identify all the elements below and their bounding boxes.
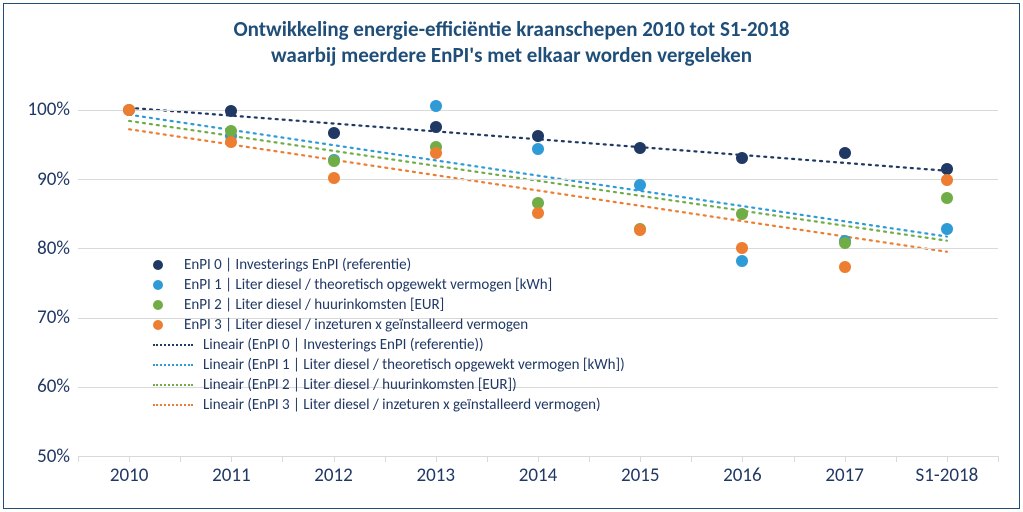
legend-label: Lineair (EnPI 2 | Liter diesel / huurink… <box>203 376 517 394</box>
data-point <box>225 136 237 148</box>
data-point <box>839 261 851 273</box>
x-tick-mark <box>538 456 539 462</box>
legend-label: Lineair (EnPI 0 | Investerings EnPI (ref… <box>203 336 484 354</box>
legend-item: EnPI 0 | Investerings EnPI (referentie) <box>153 255 625 275</box>
data-point <box>736 242 748 254</box>
x-tick-label: 2010 <box>79 464 179 487</box>
x-divider-tick <box>78 456 79 462</box>
y-tick-label: 80% <box>10 237 70 260</box>
x-tick-mark <box>640 456 641 462</box>
x-divider-tick <box>282 456 283 462</box>
y-tick-label: 70% <box>10 306 70 329</box>
legend-swatch-dot <box>153 320 163 330</box>
legend-item-trend: Lineair (EnPI 0 | Investerings EnPI (ref… <box>153 335 625 355</box>
legend-item: EnPI 3 | Liter diesel / inzeturen x geïn… <box>153 315 625 335</box>
legend-label: Lineair (EnPI 3 | Liter diesel / inzetur… <box>203 396 601 414</box>
data-point <box>941 192 953 204</box>
data-point <box>941 223 953 235</box>
data-point <box>736 152 748 164</box>
data-point <box>532 143 544 155</box>
legend-label: EnPI 1 | Liter diesel / theoretisch opge… <box>184 276 552 294</box>
x-divider-tick <box>180 456 181 462</box>
x-tick-label: 2014 <box>488 464 588 487</box>
data-point <box>532 130 544 142</box>
chart-title: Ontwikkeling energie-efficiëntie kraansc… <box>0 16 1023 69</box>
x-tick-label: S1-2018 <box>897 464 997 487</box>
data-point <box>634 224 646 236</box>
x-tick-mark <box>231 456 232 462</box>
x-divider-tick <box>385 456 386 462</box>
data-point <box>839 237 851 249</box>
x-tick-mark <box>129 456 130 462</box>
legend-label: Lineair (EnPI 1 | Liter diesel / theoret… <box>203 356 625 374</box>
x-divider-tick <box>487 456 488 462</box>
data-point <box>532 207 544 219</box>
gridline <box>78 179 998 180</box>
data-point <box>328 127 340 139</box>
y-tick-label: 90% <box>10 168 70 191</box>
legend-swatch-line <box>153 404 193 406</box>
x-tick-mark <box>947 456 948 462</box>
data-point <box>123 104 135 116</box>
gridline <box>78 110 998 111</box>
data-point <box>941 163 953 175</box>
x-divider-tick <box>794 456 795 462</box>
x-divider-tick <box>896 456 897 462</box>
data-point <box>225 125 237 137</box>
y-tick-label: 60% <box>10 375 70 398</box>
x-tick-label: 2011 <box>181 464 281 487</box>
x-tick-mark <box>845 456 846 462</box>
legend-label: EnPI 2 | Liter diesel / huurinkomsten [E… <box>184 296 444 314</box>
data-point <box>328 172 340 184</box>
x-tick-label: 2015 <box>590 464 690 487</box>
legend-swatch-dot <box>153 300 163 310</box>
x-tick-label: 2013 <box>386 464 486 487</box>
x-tick-mark <box>742 456 743 462</box>
data-point <box>736 208 748 220</box>
data-point <box>634 179 646 191</box>
x-divider-tick <box>589 456 590 462</box>
data-point <box>430 121 442 133</box>
legend-swatch-dot <box>153 280 163 290</box>
legend-swatch-line <box>153 364 193 366</box>
legend-item: EnPI 2 | Liter diesel / huurinkomsten [E… <box>153 295 625 315</box>
legend-label: EnPI 0 | Investerings EnPI (referentie) <box>184 256 411 274</box>
data-point <box>225 105 237 117</box>
y-tick-label: 50% <box>10 445 70 468</box>
y-tick-label: 100% <box>10 98 70 121</box>
x-tick-mark <box>436 456 437 462</box>
data-point <box>430 147 442 159</box>
chart-title-line1: Ontwikkeling energie-efficiëntie kraansc… <box>0 16 1023 42</box>
data-point <box>430 100 442 112</box>
x-tick-label: 2017 <box>795 464 895 487</box>
legend-item-trend: Lineair (EnPI 2 | Liter diesel / huurink… <box>153 375 625 395</box>
x-divider-tick <box>691 456 692 462</box>
legend-swatch-line <box>153 384 193 386</box>
data-point <box>328 155 340 167</box>
legend-item-trend: Lineair (EnPI 3 | Liter diesel / inzetur… <box>153 395 625 415</box>
gridline <box>78 248 998 249</box>
x-tick-mark <box>334 456 335 462</box>
data-point <box>634 142 646 154</box>
legend: EnPI 0 | Investerings EnPI (referentie) E… <box>153 255 625 415</box>
data-point <box>839 147 851 159</box>
legend-swatch-line <box>153 344 193 346</box>
x-divider-tick <box>998 456 999 462</box>
x-tick-label: 2012 <box>284 464 384 487</box>
x-tick-label: 2016 <box>692 464 792 487</box>
data-point <box>736 255 748 267</box>
legend-item-trend: Lineair (EnPI 1 | Liter diesel / theoret… <box>153 355 625 375</box>
legend-swatch-dot <box>153 260 163 270</box>
chart-title-line2: waarbij meerdere EnPI's met elkaar worde… <box>0 42 1023 68</box>
legend-label: EnPI 3 | Liter diesel / inzeturen x geïn… <box>184 316 528 334</box>
legend-item: EnPI 1 | Liter diesel / theoretisch opge… <box>153 275 625 295</box>
data-point <box>941 174 953 186</box>
